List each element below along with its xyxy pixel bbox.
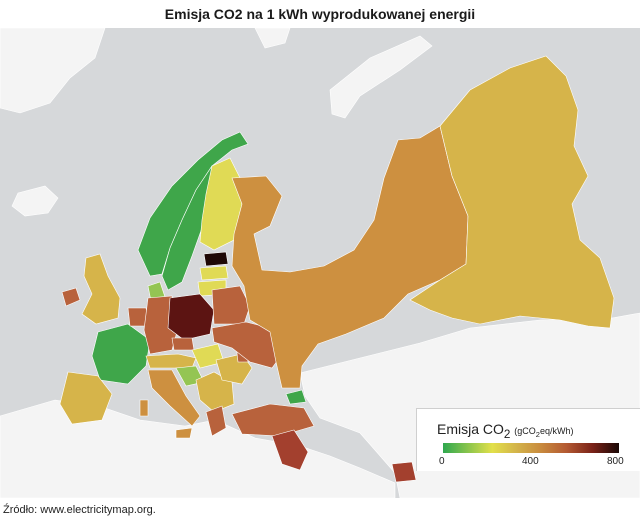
greece [205,405,227,437]
map-canvas[interactable] [0,28,640,498]
israel [391,461,417,483]
legend-color-scale [443,443,619,453]
balkans [195,371,235,413]
latvia [199,265,229,281]
russia-siberia [409,55,615,329]
sicily [175,427,193,439]
source-note: Źródło: www.electricitymap.org. [3,504,156,516]
map-title: Emisja CO2 na 1 kWh wyprodukowanej energ… [164,6,476,22]
iraq [271,429,309,471]
czechia [171,337,195,351]
iberia [59,371,113,425]
iceland [11,185,59,217]
italy [147,369,201,427]
france [91,323,151,385]
novaya-zemlya [329,35,433,119]
legend-title: Emisja CO2 (gCO2eq/kWh) [437,421,574,441]
greenland [0,28,106,114]
legend-tick-min: 0 [439,456,445,467]
sardinia [139,399,149,417]
svalbard [254,28,291,49]
ukraine [211,321,289,369]
legend-tick-max: 800 [607,456,624,467]
belarus [211,285,251,325]
legend: Emisja CO2 (gCO2eq/kWh) 0 400 800 [416,408,640,471]
poland [167,293,215,341]
estonia [203,251,229,267]
legend-tick-mid: 400 [522,456,539,467]
great-britain [81,253,121,325]
ireland [61,287,81,307]
switzerland-austria [145,353,197,369]
caucasus [285,389,307,405]
finland [199,157,243,251]
map[interactable] [0,28,640,498]
turkey [231,403,315,437]
